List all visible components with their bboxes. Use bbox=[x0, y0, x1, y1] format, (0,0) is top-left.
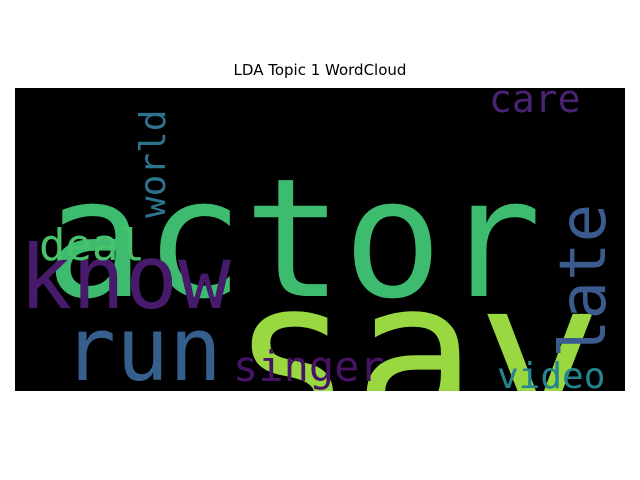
word-late: late bbox=[547, 204, 621, 358]
word-world: world bbox=[133, 110, 174, 218]
word-actor: actor bbox=[45, 143, 542, 335]
word-singer: singer bbox=[233, 342, 385, 391]
word-deal: deal bbox=[39, 220, 145, 271]
wordcloud-canvas: actor say know run late deal singer world care vi… bbox=[15, 88, 625, 391]
word-run: run bbox=[63, 298, 222, 391]
chart-title: LDA Topic 1 WordCloud bbox=[233, 61, 407, 79]
word-say: say bbox=[230, 237, 600, 391]
word-video: video bbox=[497, 356, 605, 391]
word-know: know bbox=[19, 226, 231, 329]
word-care: care bbox=[489, 88, 581, 121]
